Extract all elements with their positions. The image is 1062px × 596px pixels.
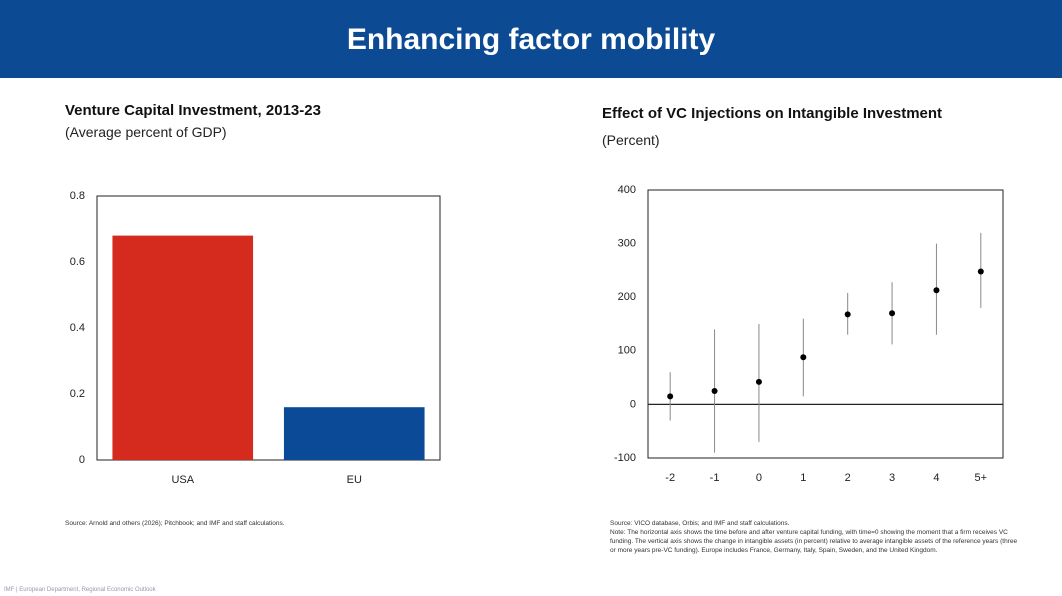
y-tick-label: 0.4 [70, 322, 85, 334]
source: Source: VICO database, Orbis; and IMF an… [610, 520, 790, 527]
y-tick-label: 0.2 [70, 388, 85, 400]
point [800, 354, 807, 361]
footer: IMF | European Department, Regional Econ… [4, 587, 156, 593]
point [844, 311, 851, 318]
slide-title: Enhancing factor mobility [0, 0, 1062, 78]
y-tick-label: 200 [618, 291, 636, 303]
chart-subtitle: (Average percent of GDP) [65, 124, 227, 140]
y-tick-label: 300 [618, 238, 636, 250]
x-tick-label: USA [171, 474, 194, 486]
y-tick-label: 0 [630, 398, 636, 410]
bar [112, 235, 254, 460]
y-tick-label: 100 [618, 345, 636, 357]
plot-frame [647, 189, 1004, 459]
point [977, 268, 984, 275]
plot-frame [96, 195, 441, 461]
y-tick-label: 400 [618, 184, 636, 196]
x-tick-label: 1 [800, 472, 806, 484]
chart-title: Effect of VC Injections on Intangible In… [602, 105, 943, 122]
chart-title: Venture Capital Investment, 2013-23 [65, 102, 321, 119]
x-tick-label: 4 [933, 472, 939, 484]
x-tick-label: 0 [756, 472, 762, 484]
y-tick-label: -100 [614, 452, 636, 464]
point [889, 310, 896, 317]
point [755, 378, 762, 385]
x-tick-label: -1 [710, 472, 720, 484]
x-tick-label: 3 [889, 472, 895, 484]
x-tick-label: 5+ [975, 472, 988, 484]
bar [283, 407, 425, 460]
x-tick-label: 2 [845, 472, 851, 484]
y-tick-label: 0.6 [70, 256, 85, 268]
point [667, 393, 674, 400]
x-tick-label: -2 [665, 472, 675, 484]
y-tick-label: 0 [79, 454, 85, 466]
y-tick-label: 0.8 [70, 190, 85, 202]
source: Source: Arnold and others (2026); Pitchb… [65, 520, 285, 527]
chart-subtitle: (Percent) [602, 132, 660, 148]
note: Note: The horizontal axis shows the time… [610, 529, 1018, 554]
point [711, 388, 718, 394]
x-tick-label: EU [347, 474, 362, 486]
point [933, 287, 940, 294]
